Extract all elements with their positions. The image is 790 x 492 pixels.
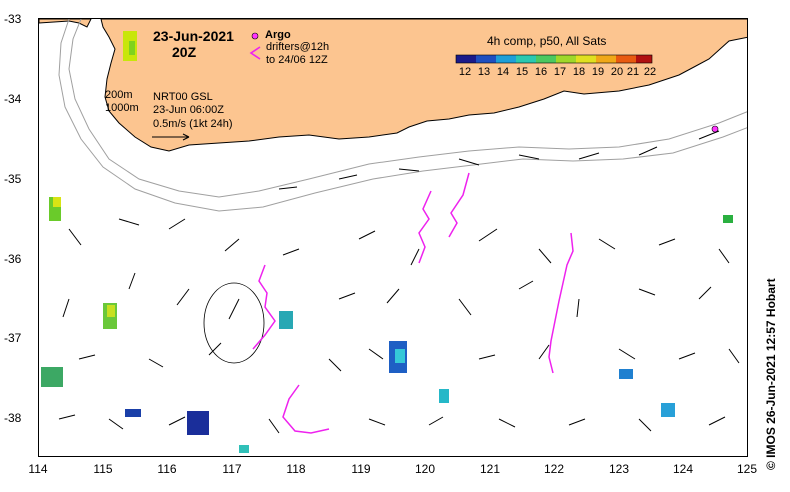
- x-tick-label: 116: [157, 462, 177, 476]
- eddy-loop: [203, 282, 265, 364]
- colorbar-tick: 16: [534, 66, 548, 78]
- x-tick-label: 123: [608, 462, 630, 476]
- colorbar-tick: 20: [610, 66, 624, 78]
- colorbar: [455, 54, 653, 64]
- sst-patch: [41, 367, 63, 387]
- sst-patch: [125, 409, 141, 417]
- x-tick-label: 114: [28, 462, 48, 476]
- y-tick-label: -33: [4, 12, 22, 26]
- map-title-date: 23-Jun-2021: [153, 28, 234, 44]
- map-panel: [38, 18, 748, 457]
- y-tick-label: -38: [4, 411, 22, 425]
- credit-text: © IMOS 26-Jun-2021 12:57 Hobart: [764, 278, 778, 470]
- x-tick-label: 120: [414, 462, 436, 476]
- colorbar-tick: 14: [496, 66, 510, 78]
- sst-patch: [187, 411, 209, 435]
- isobath-1000m: [58, 19, 747, 212]
- y-tick-label: -37: [4, 331, 22, 345]
- isobath-label-200m: 200m: [105, 89, 133, 101]
- sst-patch: [129, 41, 135, 55]
- colorbar-tick: 17: [553, 66, 567, 78]
- colorbar-tick: 19: [591, 66, 605, 78]
- sst-patch: [53, 197, 61, 207]
- sst-patch: [439, 389, 449, 403]
- colorbar-tick: 22: [643, 66, 657, 78]
- y-tick-label: -36: [4, 252, 22, 266]
- scale-label: 0.5m/s (1kt 24h): [153, 118, 233, 130]
- land-cape-leeuwin: [39, 19, 92, 28]
- x-tick-label: 119: [351, 462, 371, 476]
- sst-patch: [107, 305, 115, 317]
- scale-arrowhead: [182, 133, 190, 141]
- x-tick-label: 115: [93, 462, 113, 476]
- product-label: NRT00 GSL: [153, 91, 213, 103]
- x-tick-label: 121: [479, 462, 501, 476]
- sst-patch: [395, 349, 405, 363]
- sst-patch: [279, 311, 293, 329]
- drifter-tracks: [252, 172, 574, 434]
- x-tick-label: 124: [672, 462, 694, 476]
- colorbar-tick: 15: [515, 66, 529, 78]
- sst-patch: [661, 403, 675, 417]
- colorbar-tick: 18: [572, 66, 586, 78]
- colorbar-title: 4h comp, p50, All Sats: [487, 34, 607, 48]
- isobath-label-1000m: 1000m: [105, 102, 139, 114]
- x-tick-label: 125: [736, 462, 758, 476]
- isobath-200m: [68, 19, 747, 198]
- x-tick-label: 117: [222, 462, 242, 476]
- map-title-hour: 20Z: [172, 44, 197, 60]
- sst-patch: [239, 445, 249, 453]
- sst-patch: [619, 369, 633, 379]
- argo-legend-icon: [251, 32, 259, 40]
- sst-patch: [723, 215, 733, 223]
- map-canvas: [39, 19, 747, 453]
- x-tick-label: 118: [286, 462, 306, 476]
- product-time-label: 23-Jun 06:00Z: [153, 104, 224, 116]
- colorbar-tick: 12: [458, 66, 472, 78]
- argo-legend-label: Argo: [265, 29, 291, 41]
- drifter-legend-label-2: to 24/06 12Z: [266, 54, 328, 66]
- colorbar-tick: 21: [626, 66, 640, 78]
- x-tick-label: 122: [543, 462, 565, 476]
- y-tick-label: -34: [4, 92, 22, 106]
- colorbar-tick: 13: [477, 66, 491, 78]
- argo-float-marker: [711, 125, 719, 133]
- y-tick-label: -35: [4, 172, 22, 186]
- drifter-legend-icon: [249, 46, 261, 60]
- land-australia: [100, 19, 747, 152]
- drifter-legend-label-1: drifters@12h: [266, 41, 330, 53]
- current-vectors: [58, 130, 740, 434]
